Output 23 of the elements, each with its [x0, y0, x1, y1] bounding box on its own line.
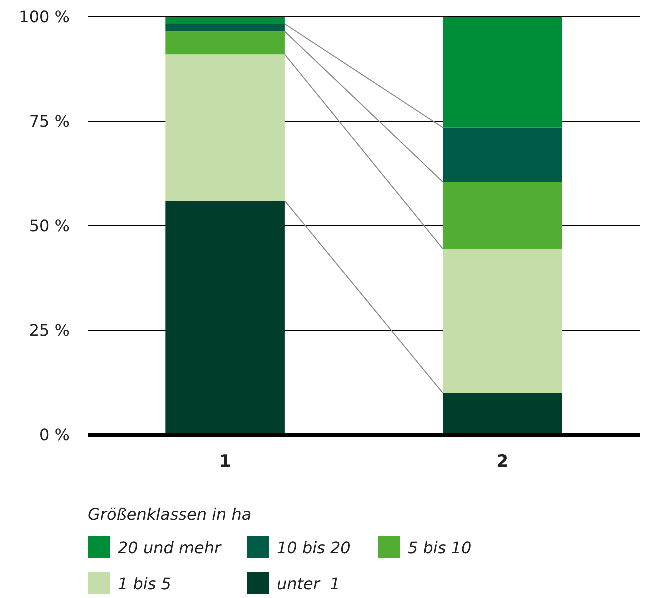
legend-label: 20 und mehr — [118, 538, 223, 558]
y-tick-label: 75 % — [29, 112, 70, 132]
legend-label: 5 bis 10 — [408, 538, 472, 558]
x-tick-label: 2 — [496, 452, 509, 472]
y-tick-label: 25 % — [29, 321, 70, 340]
legend-label: unter 1 — [277, 574, 340, 594]
bar — [166, 200, 285, 435]
legend-label: 1 bis 5 — [118, 574, 172, 594]
bar — [443, 393, 562, 435]
y-tick-label: 0 % — [40, 426, 70, 445]
x-tick-label: 1 — [219, 452, 232, 472]
y-tick-label: 50 % — [29, 216, 70, 236]
bar — [166, 54, 285, 201]
bar — [166, 32, 285, 55]
bar — [443, 128, 562, 182]
bar — [443, 17, 562, 128]
legend-title: Größenklassen in ha — [88, 505, 252, 524]
bar — [166, 24, 285, 32]
bar — [443, 248, 562, 394]
legend-label: 10 bis 20 — [277, 538, 351, 558]
bar — [166, 17, 285, 24]
y-tick-label: 100 % — [19, 8, 70, 27]
bar — [443, 182, 562, 249]
